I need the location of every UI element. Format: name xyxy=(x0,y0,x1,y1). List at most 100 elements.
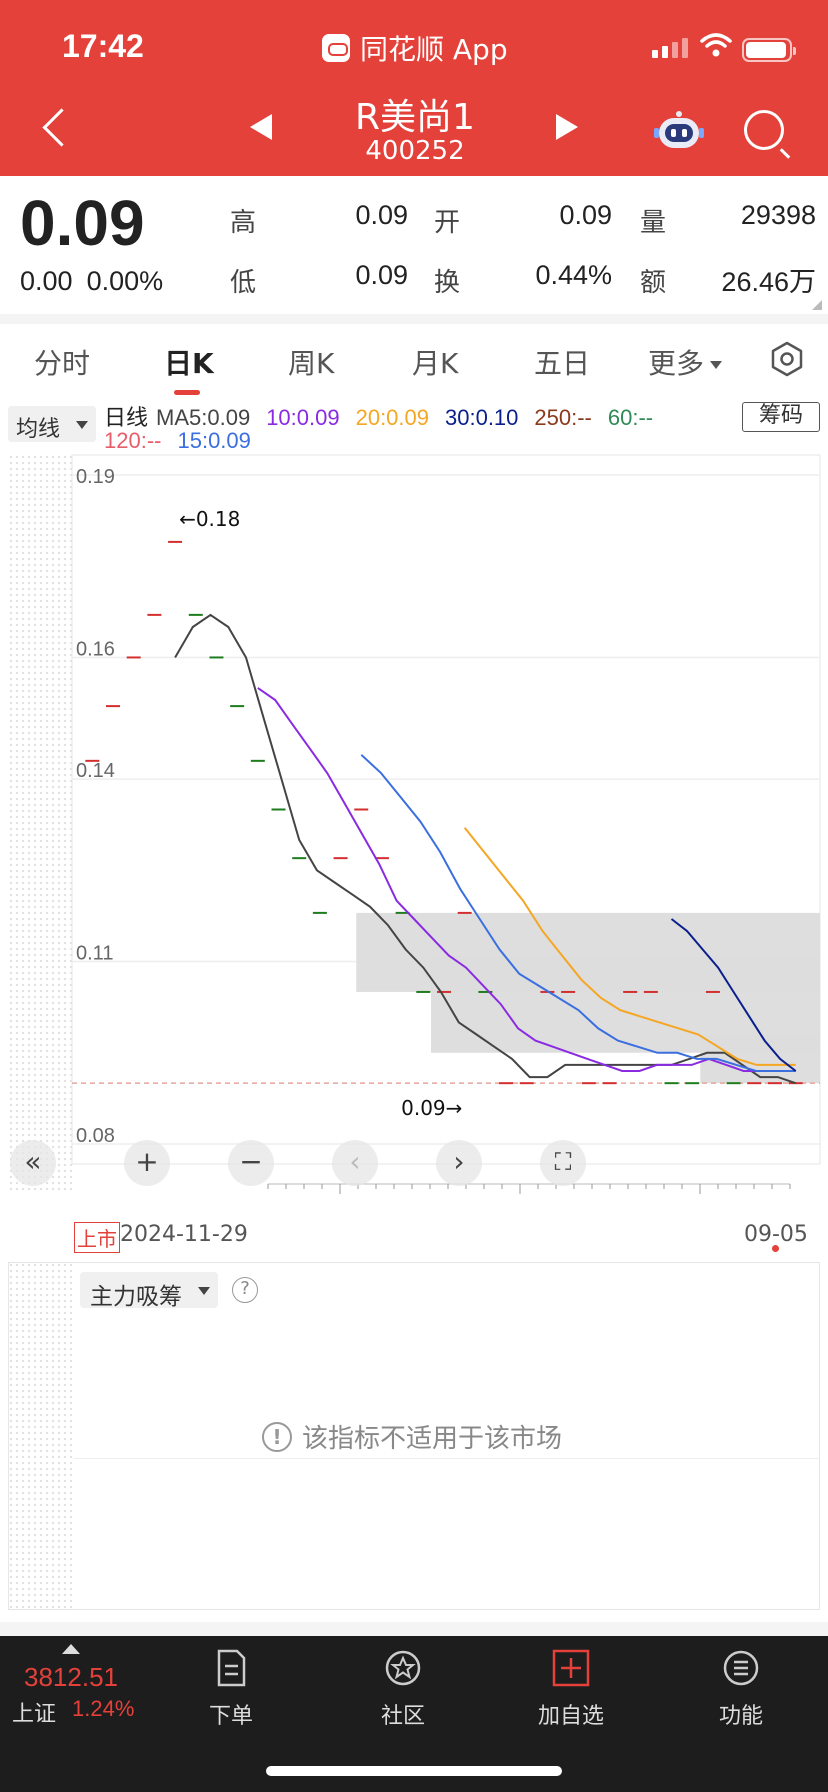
tab-more-label: 更多 xyxy=(648,347,705,380)
y-tick-label: 0.14 xyxy=(76,760,115,782)
wifi-icon xyxy=(700,33,732,57)
max-price-annotation: ←0.18 xyxy=(179,507,240,531)
ma5-value: MA5:0.09 xyxy=(156,405,251,430)
ma-selector-label: 均线 xyxy=(16,417,61,442)
ma-line-15 xyxy=(360,754,796,1072)
y-tick-label: 0.19 xyxy=(76,466,115,488)
ma-line-20 xyxy=(463,827,796,1066)
turnover-value: 0.44% xyxy=(535,260,612,290)
caret-down-icon xyxy=(76,421,88,429)
nav-add-favorite-label: 加自选 xyxy=(537,1704,604,1729)
add-favorite-icon xyxy=(552,1649,590,1687)
index-name: 上证 xyxy=(12,1702,57,1727)
indicator-selector[interactable]: 主力吸筹 xyxy=(80,1272,218,1310)
turnover-label: 换 xyxy=(434,268,461,298)
low-value: 0.09 xyxy=(355,260,408,290)
ma-selector[interactable]: 均线 xyxy=(8,406,96,442)
ma-legend-row-2: 120:-- 15:0.09 xyxy=(104,428,267,454)
index-up-arrow-icon xyxy=(62,1644,80,1654)
amount-label: 额 xyxy=(640,268,667,298)
ma-legend-row-1: 日线 MA5:0.09 10:0.09 20:0.09 30:0.10 250:-- 60:… xyxy=(104,400,669,432)
bottom-bar: 3812.51 上证 1.24% 下单 社区 加自选 功能 xyxy=(0,1636,828,1792)
change-percent: 0.00% xyxy=(86,266,164,296)
ma-line-30 xyxy=(670,918,797,1072)
high-label: 高 xyxy=(230,208,257,238)
scroll-right-button[interactable]: › xyxy=(436,1140,482,1186)
active-tab-indicator xyxy=(174,390,200,395)
high-value: 0.09 xyxy=(355,200,408,230)
app-header: 17:42 同花顺 App R美尚1 400252 xyxy=(0,0,828,176)
nav-community-label: 社区 xyxy=(380,1704,425,1729)
kline-chart[interactable]: 0.19 0.16 0.14 0.11 0.08 ←0.18 0.09→ xyxy=(0,440,828,1240)
prev-stock-button[interactable] xyxy=(250,114,272,140)
chevron-down-icon xyxy=(710,361,723,369)
signal-icon xyxy=(652,36,688,58)
ma-period: 日线 xyxy=(104,405,149,430)
zoom-in-button[interactable]: + xyxy=(124,1140,170,1186)
scroll-left-button[interactable]: ‹ xyxy=(332,1140,378,1186)
source-app-label: 同花顺 App xyxy=(360,33,508,66)
volume-label: 量 xyxy=(640,208,667,238)
battery-icon xyxy=(742,38,796,62)
min-price-annotation: 0.09→ xyxy=(401,1096,462,1120)
section-divider xyxy=(0,314,828,324)
home-indicator xyxy=(266,1766,562,1776)
tab-intraday[interactable]: 分时 xyxy=(34,347,91,380)
back-button[interactable] xyxy=(36,106,76,150)
date-start: 2024-11-29 xyxy=(120,1222,248,1247)
low-label: 低 xyxy=(230,268,257,298)
collapse-button[interactable]: « xyxy=(10,1140,56,1186)
app-logo-icon xyxy=(322,34,350,62)
indicator-message: ! 该指标不适用于该市场 xyxy=(262,1418,562,1455)
nav-order[interactable]: 下单 xyxy=(176,1644,286,1730)
robot-assistant-icon[interactable] xyxy=(654,110,704,152)
tab-monthly-k[interactable]: 月K xyxy=(412,347,459,380)
nav-order-label: 下单 xyxy=(208,1704,253,1729)
y-tick-label: 0.16 xyxy=(76,638,115,660)
ma120-value: 120:-- xyxy=(104,428,162,453)
ma250-value: 250:-- xyxy=(534,405,592,430)
open-value: 0.09 xyxy=(559,200,612,230)
tab-daily-k[interactable]: 日K xyxy=(164,347,214,380)
expand-quote-icon[interactable] xyxy=(812,300,822,310)
zoom-out-button[interactable]: − xyxy=(228,1140,274,1186)
next-stock-button[interactable] xyxy=(556,114,578,140)
indicator-selector-label: 主力吸筹 xyxy=(90,1284,182,1310)
stock-code: 400252 xyxy=(365,136,465,166)
indicator-divider xyxy=(74,1458,820,1459)
stock-name: R美尚1 xyxy=(355,97,475,138)
ma20-value: 20:0.09 xyxy=(355,405,429,430)
source-app[interactable]: 同花顺 App xyxy=(322,28,508,68)
listing-tag: 上市 xyxy=(74,1222,120,1253)
fullscreen-button[interactable]: ⛶ xyxy=(540,1140,586,1186)
tab-weekly-k[interactable]: 周K xyxy=(288,347,335,380)
date-end: 09-05 xyxy=(744,1222,808,1247)
nav-functions[interactable]: 功能 xyxy=(686,1644,796,1730)
search-icon[interactable] xyxy=(744,110,784,150)
section-divider xyxy=(0,1622,828,1636)
help-icon[interactable]: ? xyxy=(232,1277,258,1303)
indicator-message-text: 该指标不适用于该市场 xyxy=(302,1424,563,1454)
tab-more[interactable]: 更多 xyxy=(648,342,723,382)
document-icon xyxy=(217,1649,246,1687)
open-label: 开 xyxy=(434,208,461,238)
price-change: 0.00 0.00% xyxy=(20,266,163,297)
caret-down-icon xyxy=(198,1287,210,1295)
tab-five-day[interactable]: 五日 xyxy=(534,347,591,380)
nav-community[interactable]: 社区 xyxy=(348,1644,458,1730)
change-amount: 0.00 xyxy=(20,266,73,296)
chip-distribution-button[interactable]: 筹码 xyxy=(742,402,820,432)
warning-icon: ! xyxy=(262,1421,292,1452)
community-icon xyxy=(385,1650,421,1686)
settings-icon[interactable] xyxy=(768,340,806,378)
amount-value: 26.46万 xyxy=(721,267,816,297)
y-tick-label: 0.08 xyxy=(76,1125,115,1147)
ma15-value: 15:0.09 xyxy=(177,428,251,453)
nav-functions-label: 功能 xyxy=(718,1704,763,1729)
ma30-value: 30:0.10 xyxy=(445,405,519,430)
index-change-percent: 1.24% xyxy=(72,1696,135,1721)
index-value[interactable]: 3812.51 xyxy=(24,1662,118,1692)
status-time: 17:42 xyxy=(62,28,144,64)
ma10-value: 10:0.09 xyxy=(266,405,340,430)
nav-add-favorite[interactable]: 加自选 xyxy=(516,1644,626,1730)
